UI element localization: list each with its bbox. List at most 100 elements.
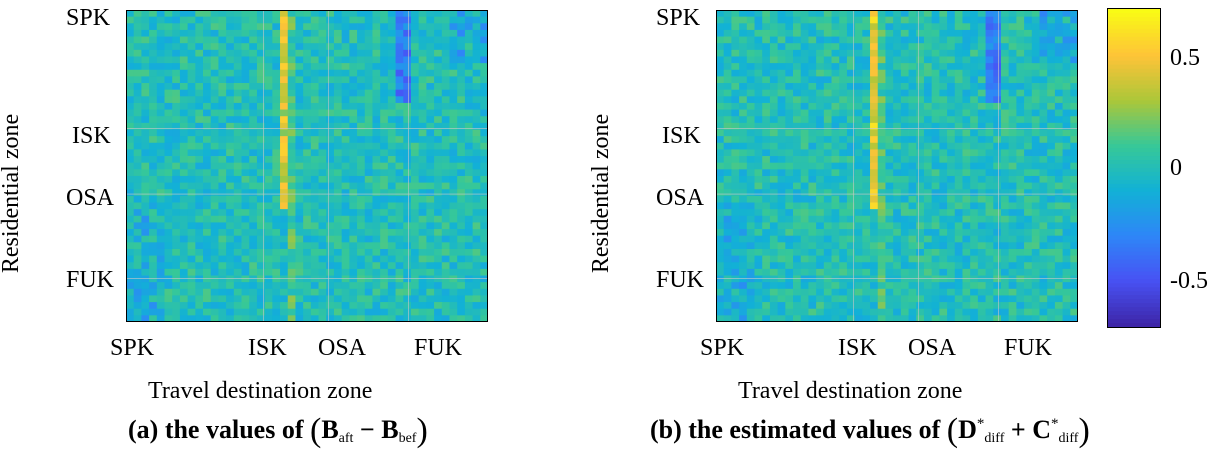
heatmap-cell <box>480 215 488 223</box>
heatmap-cell <box>156 275 165 283</box>
heatmap-cell <box>303 149 312 157</box>
heatmap-cell <box>1016 16 1025 24</box>
caption-b-sub2: diff <box>1058 431 1079 446</box>
heatmap-cell <box>993 209 1002 217</box>
heatmap-cell <box>141 69 150 77</box>
heatmap-cell <box>993 83 1002 91</box>
heatmap-cell <box>418 83 427 91</box>
heatmap-cell <box>226 255 235 263</box>
heatmap-cell <box>241 109 250 117</box>
heatmap-cell <box>126 23 135 31</box>
heatmap-cell <box>977 302 986 310</box>
heatmap-cell <box>769 189 779 197</box>
heatmap-cell <box>839 89 848 97</box>
heatmap-cell <box>977 136 986 144</box>
heatmap-cell <box>187 189 196 197</box>
heatmap-cell <box>854 222 863 230</box>
heatmap-cell <box>295 248 304 257</box>
heatmap-cell <box>372 302 381 310</box>
heatmap-cell <box>739 255 748 263</box>
heatmap-cell <box>441 215 450 223</box>
heatmap-cell <box>1062 215 1071 223</box>
heatmap-cell <box>187 282 196 290</box>
heatmap-cell <box>800 36 809 44</box>
heatmap-cell <box>870 149 879 157</box>
heatmap-cell <box>816 162 825 170</box>
heatmap-cell <box>1047 63 1056 71</box>
heatmap-cell <box>303 255 312 263</box>
heatmap-cell <box>349 16 358 24</box>
heatmap-cell <box>457 56 466 64</box>
heatmap-cell <box>831 69 840 77</box>
heatmap-cell <box>777 182 786 190</box>
heatmap-cell <box>387 162 396 170</box>
heatmap-cell <box>739 122 748 130</box>
heatmap-cell <box>149 235 158 243</box>
heatmap-cell <box>480 76 488 84</box>
heatmap-cell <box>916 29 925 37</box>
heatmap-cell <box>426 275 435 283</box>
heatmap-cell <box>877 102 886 110</box>
heatmap-cell <box>172 136 181 144</box>
heatmap-cell <box>387 23 396 31</box>
colorbar-segment <box>1108 112 1160 117</box>
heatmap-cell <box>264 255 273 263</box>
heatmap-cell <box>434 202 443 210</box>
heatmap-cell <box>1039 29 1048 37</box>
heatmap-cell <box>287 129 296 137</box>
heatmap-cell <box>126 169 135 177</box>
heatmap-cell <box>1008 195 1017 203</box>
heatmap-cell <box>403 36 412 44</box>
x-axis-label: Travel destination zone <box>148 378 373 404</box>
heatmap-cell <box>410 222 420 230</box>
heatmap-cell <box>908 275 917 283</box>
heatmap-cell <box>1070 76 1078 84</box>
heatmap-cell <box>218 242 227 250</box>
heatmap-cell <box>395 109 404 117</box>
heatmap-cell <box>793 209 802 217</box>
heatmap-cell <box>900 16 909 24</box>
heatmap-cell <box>403 295 412 303</box>
heatmap-cell <box>303 229 312 237</box>
heatmap-cell <box>931 142 940 150</box>
heatmap-cell <box>133 136 142 144</box>
heatmap-cell <box>156 295 165 303</box>
heatmap-cell <box>357 169 366 177</box>
heatmap-cell <box>977 56 986 64</box>
heatmap-cell <box>133 149 142 157</box>
heatmap-cell <box>870 56 879 64</box>
heatmap-cell <box>434 142 443 150</box>
heatmap-cell <box>172 10 181 18</box>
heatmap-cell <box>395 302 404 310</box>
heatmap-cell <box>947 142 956 150</box>
heatmap-cell <box>295 255 304 263</box>
heatmap-cell <box>993 182 1002 190</box>
heatmap-cell <box>303 162 312 170</box>
heatmap-cell <box>357 175 366 183</box>
heatmap-cell <box>831 189 840 197</box>
heatmap-cell <box>846 76 856 84</box>
heatmap-cell <box>418 122 427 130</box>
heatmap-cell <box>823 255 832 263</box>
heatmap-cell <box>403 83 412 91</box>
heatmap-cell <box>1000 175 1010 183</box>
heatmap-cell <box>464 102 473 110</box>
heatmap-cell <box>723 248 732 257</box>
heatmap-cell <box>785 10 794 18</box>
heatmap-cell <box>295 182 304 190</box>
heatmap-cell <box>831 43 840 51</box>
heatmap-cell <box>947 282 956 290</box>
heatmap-cell <box>156 315 165 322</box>
heatmap-cell <box>480 43 488 51</box>
heatmap-cell <box>141 262 150 270</box>
heatmap-cell <box>372 83 381 91</box>
heatmap-cell <box>164 49 173 57</box>
heatmap-cell <box>380 255 389 263</box>
heatmap-cell <box>754 182 763 190</box>
heatmap-cell <box>785 229 794 237</box>
heatmap-cell <box>723 235 732 243</box>
heatmap-cell <box>947 109 956 117</box>
heatmap-cell <box>939 142 948 150</box>
heatmap-cell <box>1024 43 1033 51</box>
heatmap-cell <box>387 195 396 203</box>
